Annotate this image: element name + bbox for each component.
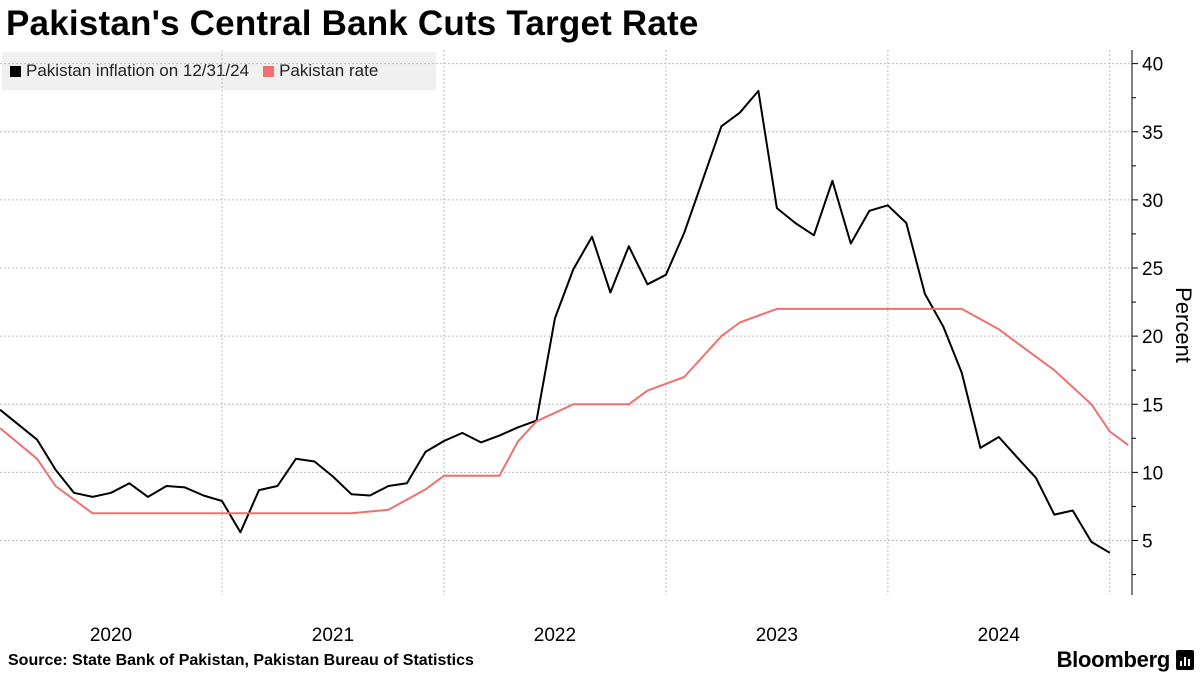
series-lines <box>0 89 1129 554</box>
bloomberg-logo: Bloomberg <box>1056 647 1171 672</box>
y-tick-label-35: 35 <box>1142 123 1163 144</box>
legend-swatch-rate <box>263 65 275 77</box>
y-tick-label-10: 10 <box>1142 463 1163 484</box>
y-tick-label-5: 5 <box>1142 532 1153 553</box>
tick-labels: 5 10 15 20 25 30 35 40 2020 2021 2022 2023 2024 Perce… <box>90 55 1196 646</box>
grid-lines <box>0 50 1132 595</box>
y-tick-label-30: 30 <box>1142 191 1163 212</box>
y-tick-label-20: 20 <box>1142 327 1163 348</box>
legend-label-inflation: Pakistan inflation on 12/31/24 <box>26 61 250 80</box>
x-tick-label-2022: 2022 <box>534 625 576 646</box>
chart-title: Pakistan's Central Bank Cuts Target Rate <box>6 4 699 43</box>
y-tick-label-40: 40 <box>1142 55 1163 76</box>
y-tick-label-15: 15 <box>1142 395 1163 416</box>
x-tick-label-2023: 2023 <box>756 625 798 646</box>
x-tick-label-2024: 2024 <box>978 625 1021 646</box>
series-line-rate <box>0 307 1129 515</box>
axes <box>1131 50 1138 595</box>
y-axis-title: Percent <box>1171 287 1196 363</box>
legend-swatch-inflation <box>10 65 21 77</box>
legend-item-inflation: Pakistan inflation on 12/31/24 <box>10 61 249 81</box>
legend-label-rate: Pakistan rate <box>279 61 379 80</box>
legend: Pakistan inflation on 12/31/24 Pakistan … <box>2 52 436 90</box>
x-tick-label-2021: 2021 <box>312 625 354 646</box>
bloomberg-terminal-icon <box>1176 650 1194 670</box>
x-tick-label-2020: 2020 <box>90 625 132 646</box>
source-note: Source: State Bank of Pakistan, Pakistan… <box>8 652 474 669</box>
y-tick-label-25: 25 <box>1142 259 1163 280</box>
legend-item-rate: Pakistan rate <box>263 61 378 81</box>
series-line-inflation <box>0 89 1111 554</box>
